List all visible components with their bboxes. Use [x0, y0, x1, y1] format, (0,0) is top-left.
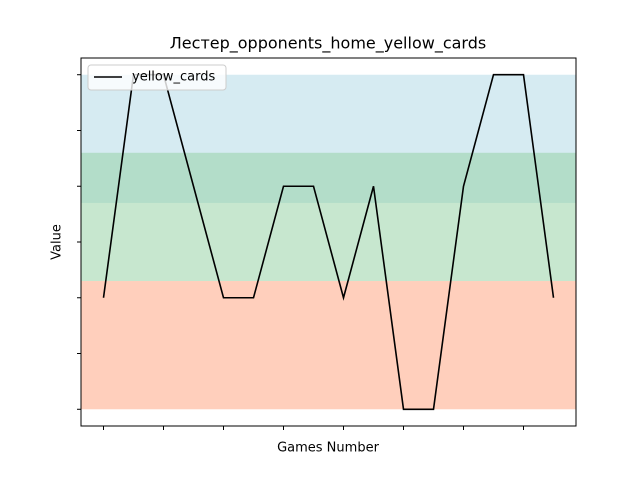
plot-frame: [80, 57, 577, 427]
y-axis-label: Value: [50, 224, 65, 260]
band: [81, 281, 576, 410]
legend-box: [87, 64, 227, 91]
line: [102, 73, 555, 411]
chart-title: Лестер_opponents_home_yellow_cards: [170, 34, 486, 54]
band: [81, 152, 576, 282]
x-axis-label: Games Number: [277, 441, 379, 456]
legend-label: yellow_cards: [132, 70, 215, 85]
